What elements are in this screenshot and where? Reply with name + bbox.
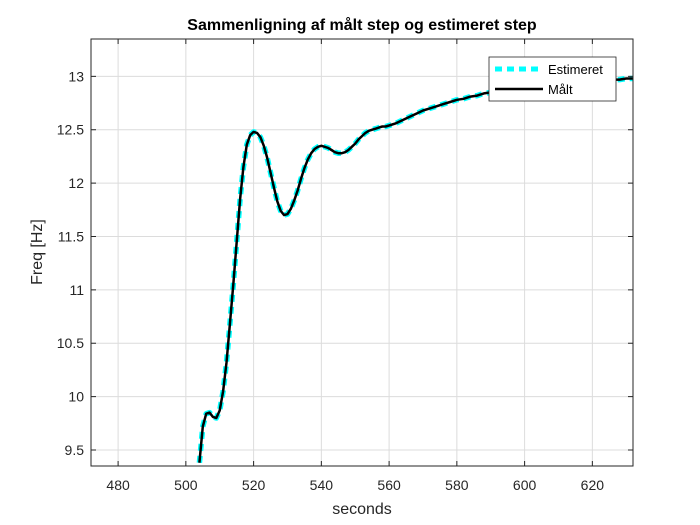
plot-frame <box>90 38 634 467</box>
x-tick-label: 480 <box>106 477 130 493</box>
x-tick-label: 580 <box>445 477 469 493</box>
plot-area <box>91 39 633 466</box>
x-tick-label: 620 <box>581 477 605 493</box>
y-tick-label: 10.5 <box>57 335 84 351</box>
legend-box <box>488 56 617 102</box>
tick-labels: 480 500 520 540 560 580 600 620 9.5 10 10.5 11 11.5 1… <box>57 68 604 493</box>
chart-title: Sammenligning af målt step og estimeret … <box>187 16 537 34</box>
y-axis-label: Freq [Hz] <box>29 219 46 285</box>
y-tick-label: 11 <box>69 282 84 298</box>
x-tick-label: 500 <box>174 477 198 493</box>
ticks <box>91 39 633 466</box>
grid <box>91 39 633 466</box>
x-tick-label: 600 <box>513 477 537 493</box>
y-tick-label: 9.5 <box>65 442 85 458</box>
x-tick-label: 560 <box>377 477 401 493</box>
x-axis-label: seconds <box>332 501 392 518</box>
y-tick-label: 12.5 <box>57 122 84 138</box>
y-tick-label: 13 <box>68 68 84 84</box>
legend[interactable]: Estimeret Målt <box>488 56 617 102</box>
y-tick-label: 12 <box>68 175 84 191</box>
x-tick-label: 520 <box>242 477 266 493</box>
legend-label-estimeret: Estimeret <box>548 62 603 77</box>
y-tick-label: 10 <box>68 389 84 405</box>
y-tick-label: 11.5 <box>58 228 84 244</box>
legend-label-maalt: Målt <box>548 82 573 97</box>
x-tick-label: 540 <box>310 477 334 493</box>
